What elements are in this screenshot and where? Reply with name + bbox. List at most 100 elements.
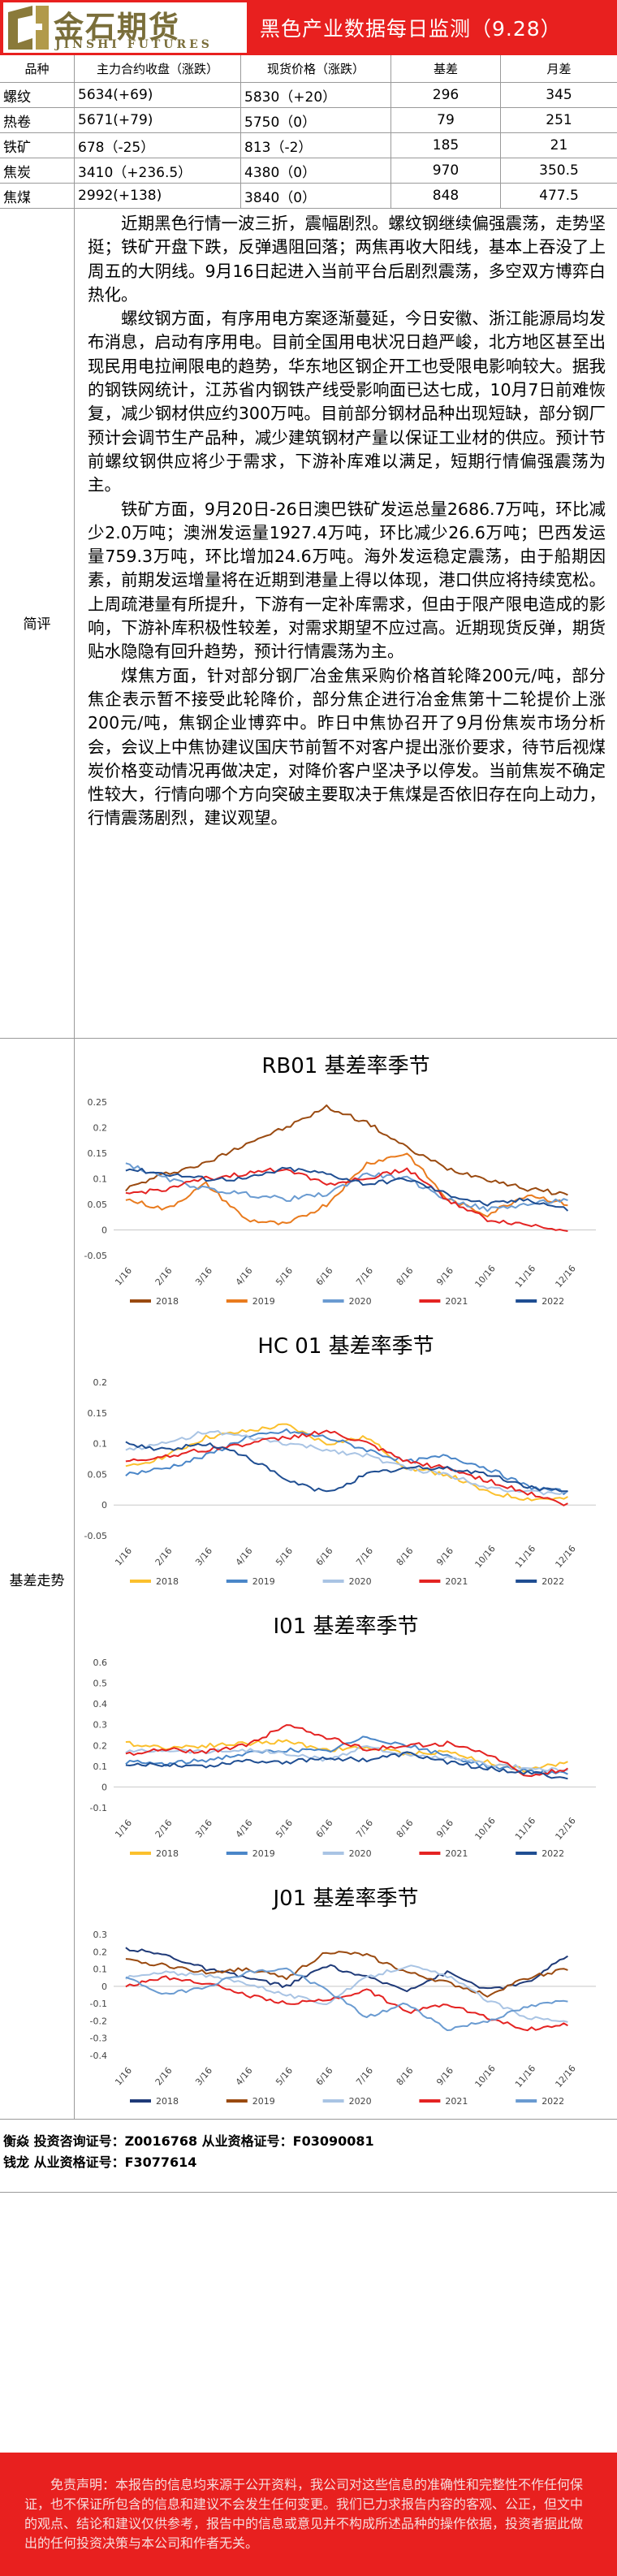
x-tick-label: 12/16: [554, 2063, 578, 2090]
y-tick-label: 0: [101, 1225, 107, 1236]
x-tick-label: 1/16: [113, 2065, 134, 2087]
y-tick-label: 0.05: [88, 1199, 108, 1210]
column-header: 现货价格（涨跌）: [241, 55, 391, 82]
legend-label: 2018: [156, 2096, 179, 2107]
legend-label: 2021: [445, 1576, 468, 1587]
series-line-2018: [125, 1423, 568, 1502]
review-paragraph: 煤焦方面，针对部分钢厂冶金焦采购价格首轮降200元/吨，部分焦企表示暂不接受此轮…: [88, 665, 606, 828]
y-tick-label: 0: [101, 1982, 107, 1992]
table-cell-spread: 350.5: [539, 162, 579, 179]
legend-label: 2018: [156, 1848, 179, 1859]
table-cell-basis: 185: [391, 133, 501, 158]
x-tick-label: 2/16: [153, 1817, 175, 1839]
y-tick-label: 0.15: [88, 1148, 108, 1159]
x-tick-label: 6/16: [314, 1817, 335, 1839]
series-line-2020: [125, 1162, 568, 1212]
x-tick-label: 7/16: [354, 1545, 375, 1567]
table-cell-basis: 79: [391, 108, 501, 132]
x-tick-label: 10/16: [473, 1815, 498, 1842]
legend-label: 2019: [252, 1848, 275, 1859]
y-tick-label: 0.1: [93, 1964, 108, 1975]
x-tick-label: 5/16: [274, 1545, 295, 1567]
table-cell-basis: 970: [391, 158, 501, 183]
analyst-info: 衡焱 投资咨询证号：Z0016768 从业资格证号：F03090081 钱龙 从…: [0, 2119, 617, 2193]
x-tick-label: 4/16: [234, 1265, 255, 1287]
chart-j01: J01 基差率季节 0.3 0.2 0.1 0 -0.1 -0.2 -0.3 -0.4 1/16 2…: [75, 1871, 617, 2119]
x-tick-label: 10/16: [473, 1263, 498, 1290]
chart-i01: I01 基差率季节 0.6 0.5 0.4 0.3 0.2 0.1 0 -0.1 1/16 2/16…: [75, 1599, 617, 1871]
table-cell-close: 678（-25）: [75, 133, 241, 158]
x-tick-label: 6/16: [314, 1265, 335, 1287]
disclaimer: 免责声明：本报告的信息均来源于公开资料，我公司对这些信息的准确性和完整性不作任何…: [0, 2453, 617, 2576]
series-line-2022: [125, 1967, 568, 2031]
series-line-2022: [125, 1751, 568, 1780]
legend-label: 2018: [156, 1296, 179, 1307]
chart-title: RB01 基差率季节: [261, 1054, 429, 1078]
legend-label: 2020: [349, 1296, 372, 1307]
y-tick-label: 0.3: [93, 1930, 108, 1940]
x-tick-label: 8/16: [395, 1545, 416, 1567]
series-line-2020: [125, 1964, 568, 2023]
disclaimer-text: 免责声明：本报告的信息均来源于公开资料，我公司对这些信息的准确性和完整性不作任何…: [24, 2477, 584, 2551]
y-tick-label: -0.1: [90, 1803, 107, 1813]
table-cell-close: 3410（+236.5）: [75, 158, 241, 183]
table-cell-basis: 848: [391, 184, 501, 208]
series-line-2019: [125, 1951, 568, 1998]
y-tick-label: 0.25: [88, 1097, 108, 1108]
y-tick-label: 0.2: [93, 1123, 108, 1134]
x-tick-label: 4/16: [234, 2065, 255, 2087]
legend-label: 2021: [445, 1296, 468, 1307]
legend-label: 2022: [541, 2096, 564, 2107]
basis-label: 基差走势: [0, 1039, 75, 2119]
review-paragraph: 近期黑色行情一波三折，震幅剧烈。螺纹钢继续偏强震荡，走势坚挺；铁矿开盘下跌，反弹…: [88, 214, 606, 305]
x-tick-label: 3/16: [193, 1817, 214, 1839]
x-tick-label: 5/16: [274, 2065, 295, 2087]
table-row: 焦炭 3410（+236.5） 4380（0） 970 350.5: [0, 158, 617, 184]
x-tick-label: 9/16: [434, 1265, 455, 1287]
x-tick-label: 8/16: [395, 2065, 416, 2087]
table-cell-name: 铁矿: [0, 133, 75, 158]
table-cell-spot: 5750（0）: [241, 108, 391, 132]
chart-title: I01 基差率季节: [273, 1614, 418, 1639]
review-paragraph: 铁矿方面，9月20日-26日澳巴铁矿发运总量2686.7万吨，环比减少2.0万吨…: [88, 499, 606, 662]
table-cell-spread: 477.5: [539, 188, 579, 204]
report-header: 金石期货 JINSHI FUTURES 黑色产业数据每日监测（9.28）: [0, 0, 617, 55]
y-tick-label: 0.15: [88, 1408, 108, 1419]
y-tick-label: 0.5: [93, 1679, 108, 1689]
y-tick-label: 0.2: [93, 1377, 108, 1388]
x-tick-label: 11/16: [513, 1263, 537, 1290]
y-tick-label: -0.2: [90, 2016, 107, 2026]
table-cell-name: 热卷: [0, 108, 75, 132]
series-line-2020: [125, 1745, 568, 1773]
series-line-2021: [125, 1167, 568, 1232]
x-tick-label: 4/16: [234, 1545, 255, 1567]
table-cell-close: 2992(+138): [75, 184, 241, 208]
y-tick-label: 0.4: [93, 1699, 108, 1709]
x-tick-label: 10/16: [473, 1543, 498, 1570]
y-tick-label: -0.05: [84, 1531, 107, 1541]
x-tick-label: 11/16: [513, 1815, 537, 1842]
table-cell-spot: 4380（0）: [241, 158, 391, 183]
y-tick-label: 0.1: [93, 1174, 108, 1185]
legend-label: 2022: [541, 1848, 564, 1859]
x-tick-label: 9/16: [434, 1545, 455, 1567]
x-tick-label: 2/16: [153, 1265, 175, 1287]
legend-label: 2021: [445, 2096, 468, 2107]
legend-label: 2022: [541, 1296, 564, 1307]
x-tick-label: 9/16: [434, 2065, 455, 2087]
y-tick-label: 0.6: [93, 1658, 108, 1668]
x-tick-label: 3/16: [193, 1545, 214, 1567]
chart-title: HC 01 基差率季节: [257, 1334, 434, 1359]
chart-hc01: HC 01 基差率季节 0.2 0.15 0.1 0.05 0 -0.05 1/16 2/16 3…: [75, 1319, 617, 1599]
legend-label: 2020: [349, 1576, 372, 1587]
table-cell-basis: 296: [391, 83, 501, 107]
column-header: 品种: [0, 55, 75, 82]
series-line-2021: [125, 1429, 568, 1506]
review-label: 简评: [0, 206, 75, 1039]
chart-rb01: RB01 基差率季节 0.25 0.2 0.15 0.1 0.05 0 -0.05 1/16 2/…: [75, 1039, 617, 1319]
x-tick-label: 2/16: [153, 1545, 175, 1567]
table-cell-spot: 813（-2）: [241, 133, 391, 158]
x-tick-label: 12/16: [554, 1543, 578, 1570]
x-tick-label: 12/16: [554, 1815, 578, 1842]
analyst-line: 钱龙 从业资格证号：F3077614: [3, 2155, 197, 2170]
